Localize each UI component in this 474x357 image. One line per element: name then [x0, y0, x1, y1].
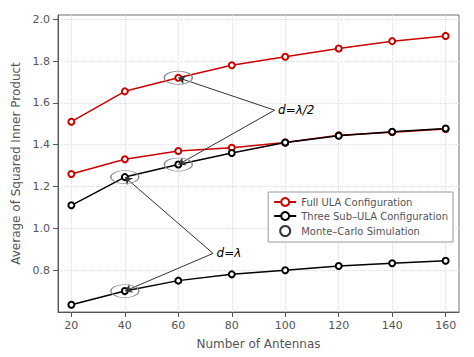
svg-text:2.0: 2.0 [33, 13, 51, 26]
svg-text:100: 100 [275, 319, 296, 332]
svg-text:Average of Squared Inner Produ: Average of Squared Inner Product [9, 62, 23, 265]
svg-text:1.0: 1.0 [33, 222, 51, 235]
svg-text:d=λ: d=λ [217, 246, 242, 260]
svg-text:40: 40 [118, 319, 132, 332]
svg-text:Number of Antennas: Number of Antennas [196, 337, 320, 351]
svg-text:Three Sub–ULA Configuration: Three Sub–ULA Configuration [300, 211, 448, 222]
svg-text:140: 140 [382, 319, 403, 332]
svg-text:20: 20 [64, 319, 78, 332]
svg-text:1.2: 1.2 [33, 180, 51, 193]
svg-text:Full ULA Configuration: Full ULA Configuration [301, 197, 412, 208]
svg-text:1.4: 1.4 [33, 138, 51, 151]
svg-text:120: 120 [328, 319, 349, 332]
svg-text:d=λ/2: d=λ/2 [278, 103, 314, 117]
svg-text:0.8: 0.8 [33, 264, 51, 277]
svg-text:160: 160 [435, 319, 456, 332]
svg-text:80: 80 [225, 319, 239, 332]
svg-text:60: 60 [171, 319, 185, 332]
svg-text:1.6: 1.6 [33, 96, 51, 109]
svg-text:1.8: 1.8 [33, 55, 51, 68]
svg-text:Monte–Carlo Simulation: Monte–Carlo Simulation [301, 226, 420, 237]
